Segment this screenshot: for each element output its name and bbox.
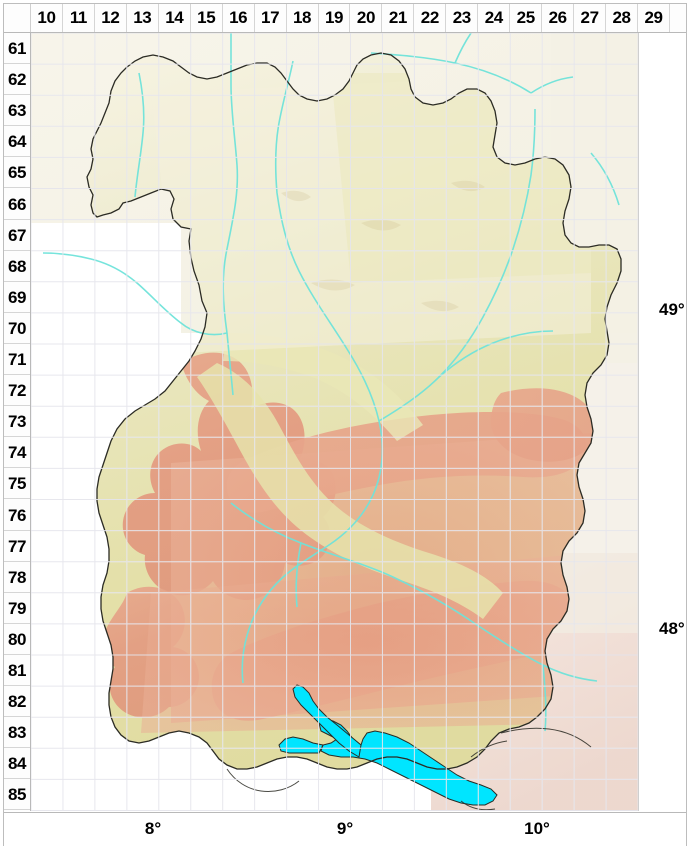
ruler-corner (4, 4, 31, 32)
ruler-y-tick-73: 73 (4, 406, 30, 437)
ruler-x-tick-22: 22 (414, 4, 446, 32)
ruler-y-tick-78: 78 (4, 562, 30, 593)
ruler-y-tick-77: 77 (4, 531, 30, 562)
bottom-longitude-axis: 8° 9° 10° (4, 812, 686, 846)
ruler-y-tick-79: 79 (4, 593, 30, 624)
ruler-y-tick-63: 63 (4, 95, 30, 126)
ruler-y-tick-81: 81 (4, 655, 30, 686)
latitude-label-49deg: 49° (659, 300, 685, 320)
ruler-y-tick-65: 65 (4, 157, 30, 188)
ruler-x-tick-29: 29 (638, 4, 670, 32)
longitude-label-10deg: 10° (524, 819, 550, 839)
ruler-x-tick-11: 11 (63, 4, 95, 32)
ruler-x-tick-10: 10 (31, 4, 63, 32)
latitude-label-48deg: 48° (659, 619, 685, 639)
right-latitude-axis: 49° 48° (638, 33, 686, 811)
map-page: 1011121314151617181920212223242526272829… (0, 0, 690, 849)
ruler-y-tick-82: 82 (4, 686, 30, 717)
ruler-x-tick-14: 14 (159, 4, 191, 32)
map-canvas[interactable] (31, 33, 638, 811)
ruler-x-tick-25: 25 (510, 4, 542, 32)
ruler-y-tick-75: 75 (4, 468, 30, 499)
ruler-y-tick-76: 76 (4, 500, 30, 531)
map-graphic (31, 33, 638, 811)
ruler-y-tick-69: 69 (4, 282, 30, 313)
ruler-x-tick-27: 27 (574, 4, 606, 32)
top-ruler-x: 1011121314151617181920212223242526272829 (4, 4, 686, 33)
ruler-x-tick-23: 23 (446, 4, 478, 32)
ruler-y-tick-66: 66 (4, 189, 30, 220)
ruler-x-tick-13: 13 (127, 4, 159, 32)
ruler-y-tick-62: 62 (4, 64, 30, 95)
ruler-x-tick-12: 12 (95, 4, 127, 32)
longitude-label-8deg: 8° (145, 819, 161, 839)
ruler-y-tick-61: 61 (4, 33, 30, 64)
ruler-y-tick-74: 74 (4, 437, 30, 468)
ruler-y-tick-64: 64 (4, 126, 30, 157)
ruler-x-tick-21: 21 (382, 4, 414, 32)
ruler-x-tick-19: 19 (319, 4, 351, 32)
ruler-y-tick-85: 85 (4, 779, 30, 810)
ruler-x-tick-15: 15 (191, 4, 223, 32)
ruler-y-tick-70: 70 (4, 313, 30, 344)
ruler-y-tick-83: 83 (4, 717, 30, 748)
left-ruler-y: 6162636465666768697071727374757677787980… (4, 33, 31, 811)
ruler-x-tick-17: 17 (255, 4, 287, 32)
ruler-y-tick-80: 80 (4, 624, 30, 655)
ruler-x-tick-20: 20 (351, 4, 383, 32)
ruler-y-tick-72: 72 (4, 375, 30, 406)
ruler-y-tick-67: 67 (4, 220, 30, 251)
longitude-label-9deg: 9° (337, 819, 353, 839)
ruler-x-tick-18: 18 (287, 4, 319, 32)
ruler-x-tick-24: 24 (478, 4, 510, 32)
ruler-x-tick-26: 26 (542, 4, 574, 32)
ruler-x-tick-16: 16 (223, 4, 255, 32)
ruler-y-tick-71: 71 (4, 344, 30, 375)
ruler-x-tick-28: 28 (606, 4, 638, 32)
ruler-y-tick-84: 84 (4, 748, 30, 779)
ruler-y-tick-68: 68 (4, 251, 30, 282)
